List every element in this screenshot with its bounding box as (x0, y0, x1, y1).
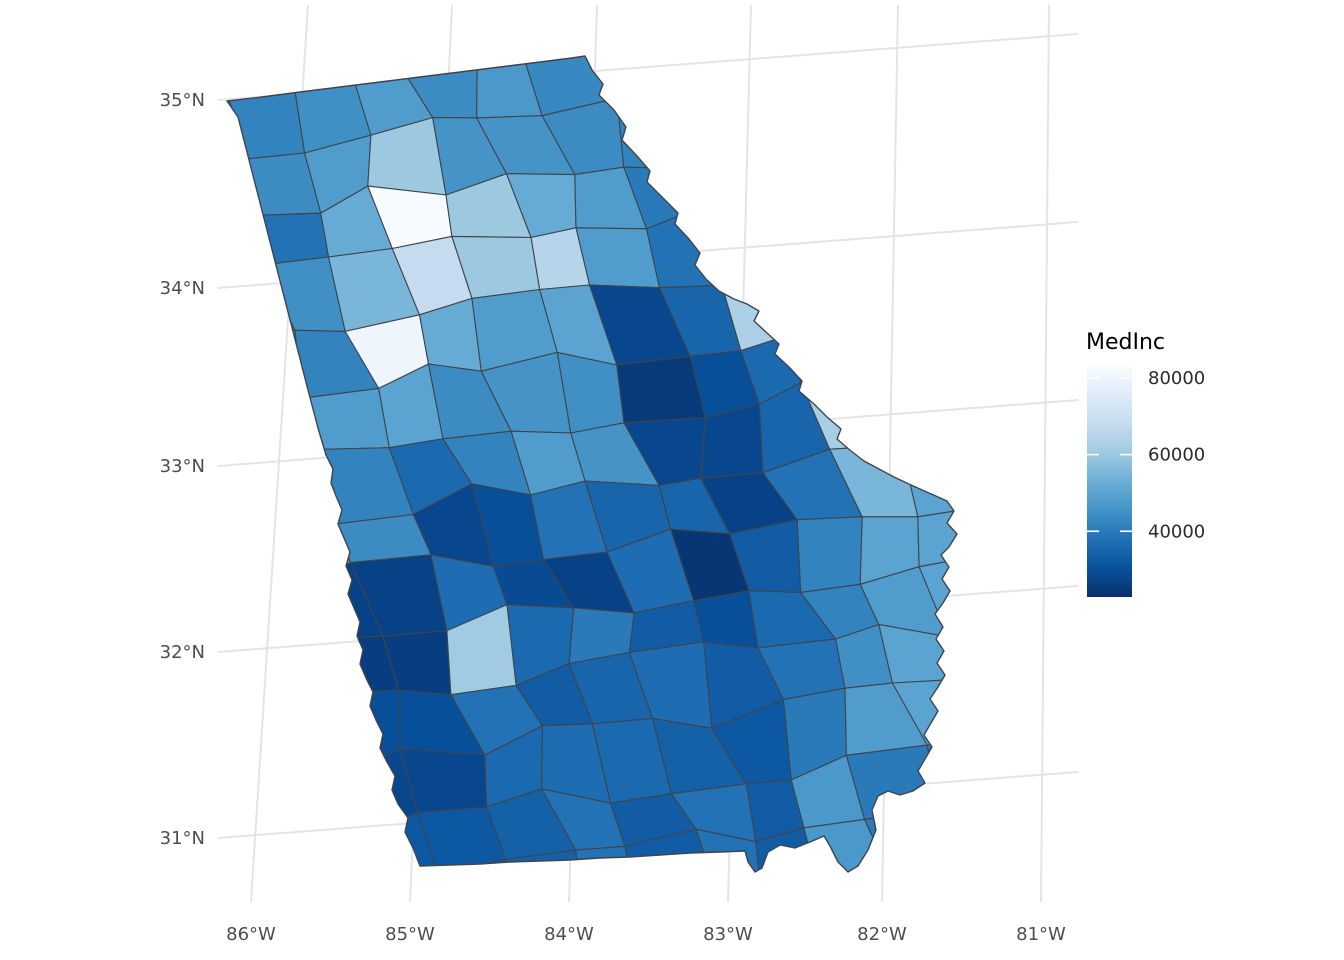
y-axis-tick-label: 34°N (160, 278, 205, 299)
county (948, 56, 957, 67)
y-axis-tick-label: 35°N (160, 90, 205, 111)
county (228, 68, 306, 160)
county (1101, 713, 1182, 798)
county (1076, 651, 1152, 742)
county (968, 679, 1035, 747)
county (863, 808, 943, 872)
county (967, 488, 1042, 555)
county (1069, 602, 1149, 681)
county (616, 355, 706, 424)
x-axis-labels: 86°W 85°W 84°W 83°W 82°W 81°W (226, 924, 1066, 945)
county (878, 623, 957, 684)
county (575, 227, 661, 289)
county (871, 367, 946, 451)
county (1019, 680, 1101, 747)
y-axis-tick-label: 32°N (160, 642, 205, 663)
county (1029, 222, 1111, 299)
county (978, 300, 1069, 360)
county (835, 243, 933, 322)
county (781, 79, 877, 151)
county (999, 357, 1083, 441)
county (803, 818, 898, 872)
county (796, 516, 863, 593)
county (944, 440, 957, 510)
legend-colorbar: 80000 60000 40000 (1087, 367, 1205, 597)
county (1117, 602, 1199, 657)
county (616, 84, 685, 170)
county (227, 215, 264, 268)
county (1035, 741, 1125, 798)
county (249, 212, 330, 266)
county (1152, 713, 1236, 793)
county (931, 356, 957, 451)
county (996, 606, 1076, 680)
county (753, 199, 837, 272)
county (438, 858, 520, 872)
x-axis-tick-label: 82°W (857, 924, 907, 945)
county (878, 187, 957, 262)
county (1045, 797, 1129, 868)
county (1001, 113, 1077, 189)
county (903, 243, 957, 322)
county (931, 318, 957, 369)
county (704, 56, 784, 97)
county (936, 111, 957, 189)
county (786, 264, 861, 335)
y-axis-tick-label: 31°N (160, 828, 205, 849)
county (859, 310, 933, 377)
state-outline (226, 55, 958, 873)
county (753, 149, 828, 206)
legend-tick-label: 80000 (1148, 368, 1205, 389)
y-axis-labels: 35°N 34°N 33°N 32°N 31°N (160, 90, 205, 849)
county (906, 65, 957, 134)
county (227, 148, 251, 224)
county (826, 56, 908, 85)
county (875, 131, 956, 193)
x-axis-tick-label: 86°W (226, 924, 276, 945)
county (1025, 432, 1082, 488)
legend-tick-label: 60000 (1148, 445, 1205, 466)
county (1126, 793, 1193, 851)
county (947, 605, 957, 681)
county (741, 79, 821, 153)
county (954, 187, 957, 262)
county (1182, 772, 1267, 851)
graticule-line (1040, 4, 1050, 903)
legend-title: MedInc (1086, 330, 1166, 355)
county (1023, 173, 1093, 229)
y-axis-tick-label: 33°N (160, 456, 205, 477)
county (671, 84, 759, 170)
x-axis-tick-label: 84°W (544, 924, 594, 945)
county (982, 45, 1048, 115)
x-axis-tick-label: 81°W (1016, 924, 1066, 945)
legend-gradient-bar (1087, 367, 1132, 597)
county (792, 310, 873, 384)
county (758, 56, 847, 85)
county (845, 82, 939, 134)
x-axis-tick-label: 85°W (385, 924, 435, 945)
county (938, 808, 957, 872)
legend-tick-label: 40000 (1148, 521, 1205, 542)
county (693, 590, 759, 649)
county (234, 329, 303, 403)
x-axis-tick-label: 83°W (703, 924, 753, 945)
county (917, 508, 957, 568)
county (819, 131, 880, 201)
county (986, 552, 1068, 619)
county (962, 229, 1056, 320)
county (1148, 651, 1233, 723)
